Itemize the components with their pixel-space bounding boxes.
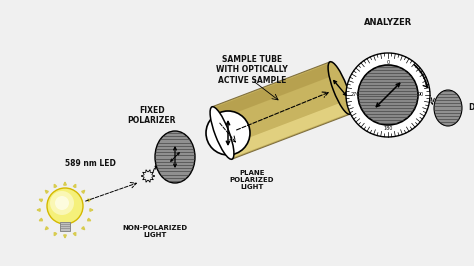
Text: DETECTOR: DETECTOR [468, 103, 474, 113]
Text: PLANE
POLARIZED
LIGHT: PLANE POLARIZED LIGHT [230, 170, 274, 190]
Ellipse shape [155, 131, 195, 183]
Ellipse shape [328, 62, 352, 114]
Circle shape [206, 111, 250, 155]
Text: 180: 180 [383, 126, 392, 131]
Ellipse shape [210, 107, 234, 159]
Bar [60, 222, 70, 231]
Circle shape [47, 188, 83, 224]
Text: NON-POLARIZED
LIGHT: NON-POLARIZED LIGHT [122, 225, 188, 238]
Text: 0: 0 [386, 60, 390, 64]
Circle shape [55, 196, 69, 210]
Text: ANALYZER: ANALYZER [364, 18, 412, 27]
Text: SAMPLE TUBE
WITH OPTICALLY
ACTIVE SAMPLE: SAMPLE TUBE WITH OPTICALLY ACTIVE SAMPLE [216, 55, 288, 85]
Circle shape [346, 53, 430, 137]
Ellipse shape [434, 90, 462, 126]
Text: 270: 270 [350, 93, 360, 98]
Text: 90: 90 [418, 93, 424, 98]
Circle shape [50, 191, 74, 215]
Ellipse shape [358, 65, 418, 125]
Text: FIXED
POLARIZER: FIXED POLARIZER [128, 106, 176, 125]
Polygon shape [212, 62, 350, 159]
Polygon shape [227, 101, 349, 158]
Text: 589 nm LED: 589 nm LED [64, 159, 116, 168]
Polygon shape [212, 63, 335, 120]
